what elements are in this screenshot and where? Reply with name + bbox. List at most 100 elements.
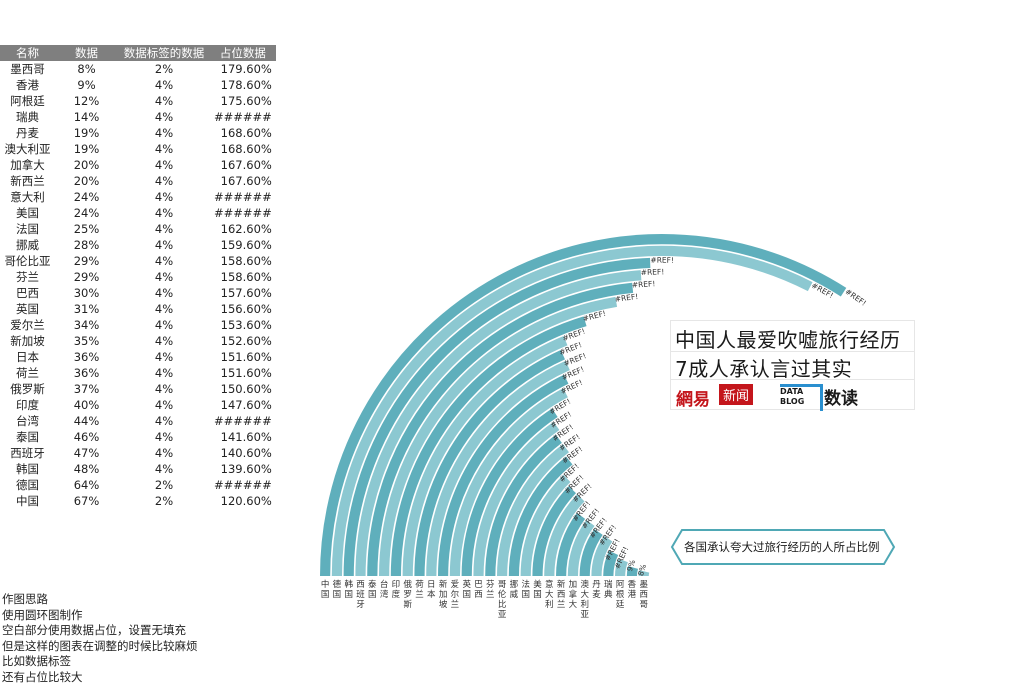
category-label: 爱尔兰	[451, 580, 460, 610]
table-cell: ######	[214, 478, 272, 492]
table-cell: 37%	[73, 382, 100, 396]
bar-中国	[320, 234, 847, 577]
category-label: 新加坡	[439, 579, 448, 610]
bar-香港	[626, 566, 639, 577]
table-cell: 2%	[154, 478, 174, 492]
note-line: 作图思路	[2, 592, 48, 606]
table-cell: 30%	[73, 286, 100, 300]
bar-韩国	[343, 257, 651, 577]
table-cell: 4%	[154, 462, 174, 476]
note-line: 但是这样的图表在调整的时候比较麻烦	[2, 638, 198, 653]
table-cell: 新加坡	[10, 334, 45, 348]
bar-日本	[426, 360, 570, 577]
category-label: 澳大利亚	[580, 579, 589, 620]
category-label: 芬兰	[486, 579, 495, 600]
category-label: 法国	[521, 579, 530, 600]
table-cell: 167.60%	[220, 158, 272, 172]
table-cell: 4%	[154, 238, 174, 252]
table-cell: 44%	[73, 414, 100, 428]
table-cell: 64%	[73, 478, 100, 492]
bar-澳大利亚	[579, 529, 603, 577]
netease-logo: 網易	[676, 390, 710, 410]
table-cell: 印度	[16, 398, 39, 412]
bar-新加坡	[438, 374, 569, 577]
category-label: 日本	[427, 580, 436, 600]
table-cell: 4%	[154, 382, 174, 396]
table-cell: 4%	[154, 414, 174, 428]
table-row: 西班牙 47% 4% 140.60%	[0, 445, 276, 461]
table-cell: 香港	[16, 78, 39, 92]
chart-subtitle: 各国承认夸大过旅行经历的人所占比例	[684, 540, 880, 554]
table-row: 丹麦 19% 4% 168.60%	[0, 125, 276, 141]
category-label: 中国	[321, 579, 330, 600]
table-row: 泰国 46% 4% 141.60%	[0, 429, 276, 445]
bar-俄罗斯	[402, 335, 568, 577]
table-cell: 荷兰	[16, 366, 39, 380]
data-label: 9%	[625, 558, 637, 572]
bar-印度	[390, 316, 587, 577]
table-cell: 4%	[154, 366, 174, 380]
table-cell: 24%	[73, 206, 100, 220]
category-label: 意大利	[545, 579, 554, 610]
table-cell: 4%	[154, 110, 174, 124]
category-label: 挪威	[510, 579, 519, 600]
table-body: 墨西哥 8% 2% 179.60% 香港 9% 4% 178.60% 阿根廷 12% 4% 175.6…	[0, 61, 276, 509]
table-row: 香港 9% 4% 178.60%	[0, 77, 276, 93]
table-cell: 墨西哥	[10, 62, 45, 76]
table-cell: 141.60%	[220, 430, 272, 444]
category-label: 英国	[462, 579, 471, 600]
table-cell: 158.60%	[220, 270, 272, 284]
table-cell: 加拿大	[10, 158, 45, 172]
bar-墨西哥	[638, 570, 650, 577]
table-cell: 153.60%	[220, 318, 272, 332]
table-cell: 日本	[16, 350, 39, 364]
table-cell: 意大利	[10, 190, 45, 204]
table-cell: 150.60%	[220, 382, 272, 396]
table-cell: 阿根廷	[10, 94, 45, 108]
title-divider	[671, 379, 914, 380]
chart-title-line2: 7成人承认言过其实	[675, 357, 853, 381]
table-cell: 4%	[154, 94, 174, 108]
table-row: 意大利 24% 4% ######	[0, 189, 276, 205]
note-line: 还有占位比较大	[2, 669, 83, 684]
table-cell: 24%	[73, 190, 100, 204]
table-cell: 34%	[73, 318, 100, 332]
table-cell: 爱尔兰	[10, 318, 45, 332]
table-cell: 4%	[154, 206, 174, 220]
table-cell: 46%	[73, 430, 100, 444]
table-cell: 哥伦比亚	[4, 254, 51, 268]
table-cell: 20%	[73, 174, 100, 188]
table-cell: 147.60%	[220, 398, 272, 412]
category-label: 德国	[333, 579, 342, 600]
category-label: 泰国	[368, 579, 377, 600]
table-row: 德国 64% 2% ######	[0, 477, 276, 493]
category-label: 台湾	[380, 579, 389, 600]
table-cell: 4%	[154, 142, 174, 156]
table-cell: 140.60%	[220, 446, 272, 460]
table-cell: 中国	[16, 494, 39, 508]
table-row: 俄罗斯 37% 4% 150.60%	[0, 381, 276, 397]
table-row: 新加坡 35% 4% 152.60%	[0, 333, 276, 349]
table-row: 印度 40% 4% 147.60%	[0, 397, 276, 413]
table-cell: 挪威	[16, 238, 39, 252]
table-row: 芬兰 29% 4% 158.60%	[0, 269, 276, 285]
table-row: 韩国 48% 4% 139.60%	[0, 461, 276, 477]
data-label: #REF!	[641, 267, 665, 277]
bar-爱尔兰	[449, 388, 568, 577]
data-label: #REF!	[650, 256, 674, 265]
category-label: 俄罗斯	[403, 579, 412, 610]
table-cell: 20%	[73, 158, 100, 172]
table-cell: 2%	[154, 494, 174, 508]
notes: 作图思路 使用圆环图制作 空白部分使用数据占位，设置无填充 但是这样的图表在调整的时候…	[2, 592, 198, 686]
table-cell: 4%	[154, 78, 174, 92]
bar-巴西	[473, 421, 560, 577]
bar-意大利	[544, 494, 585, 577]
table-cell: 台湾	[16, 414, 39, 428]
table-cell: ######	[214, 414, 272, 428]
table-cell: 4%	[154, 126, 174, 140]
table-row: 墨西哥 8% 2% 179.60%	[0, 61, 276, 77]
table-cell: 丹麦	[16, 126, 39, 140]
category-label: 巴西	[474, 580, 483, 600]
table-row: 加拿大 20% 4% 167.60%	[0, 157, 276, 173]
